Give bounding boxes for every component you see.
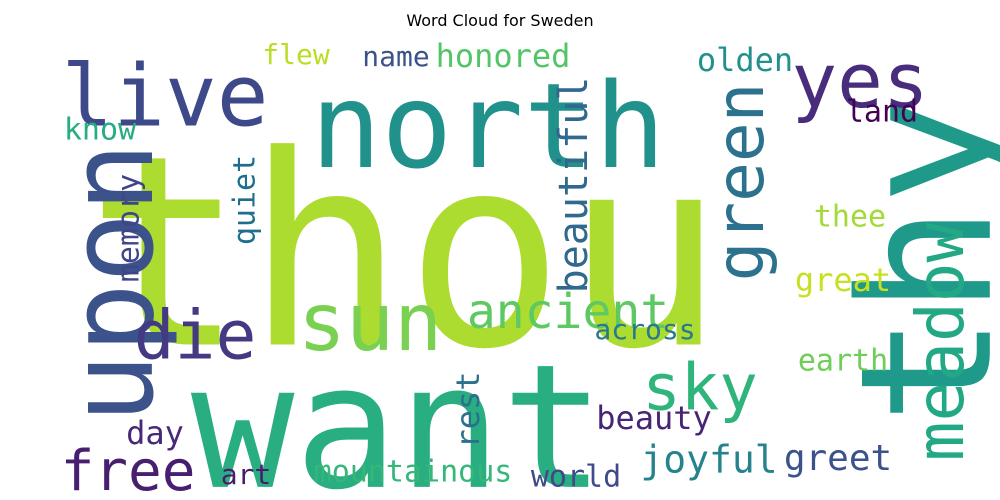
word-want: want [191,327,605,500]
word-beautiful: beautiful [551,77,597,294]
word-greet: greet [784,438,892,479]
word-beauty: beauty [596,399,712,437]
word-sky: sky [642,352,758,426]
word-thee: thee [814,200,886,235]
word-memory: memory [112,174,147,282]
word-meadow: meadow [902,223,979,462]
word-great: great [795,261,891,299]
word-sun: sun [298,276,443,369]
word-yes: yes [791,36,928,125]
word-flew: flew [262,38,330,71]
word-thou: thou [86,99,724,407]
word-know: know [64,113,137,148]
word-quiet: quiet [228,155,263,245]
word-world: world [531,460,621,495]
word-die: die [134,297,257,376]
chart-title: Word Cloud for Sweden [406,11,594,30]
word-ancient: ancient [467,284,669,340]
word-live: live [61,46,268,146]
word-across: across [594,313,695,346]
word-rest: rest [449,371,487,448]
word-north: north [310,57,665,195]
word-upon: upon [43,142,180,424]
word-joyful: joyful [640,438,777,482]
word-thy: thy [821,96,1000,425]
word-free: free [61,439,196,500]
word-earth: earth [798,344,888,379]
word-olden: olden [697,41,793,79]
word-land: land [846,95,918,130]
word-name: name [362,40,429,73]
word-day: day [126,414,184,452]
word-mountainous: mountainous [314,455,513,490]
word-honored: honored [436,37,571,75]
word-art: art [221,458,272,491]
word-green: green [702,83,779,282]
